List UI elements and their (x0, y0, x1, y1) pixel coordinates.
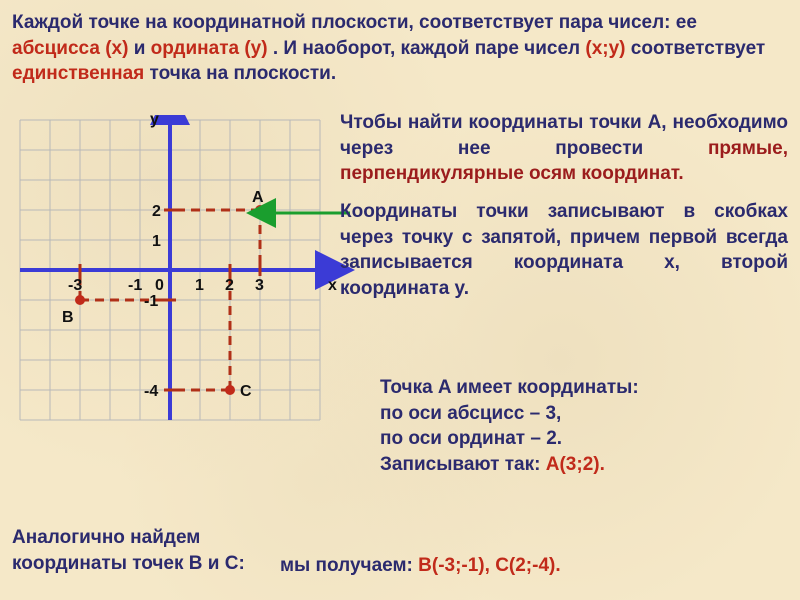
bl-l1: Аналогично найдем (12, 527, 200, 548)
svg-text:1: 1 (195, 277, 204, 294)
svg-text:-1: -1 (128, 277, 142, 294)
coord-l4b: A(3;2). (546, 454, 605, 475)
intro-pair: (x;y) (585, 38, 625, 59)
right-para-1: Чтобы найти координаты точки A, необходи… (340, 110, 788, 187)
intro-text-3: соответствует (631, 38, 765, 59)
svg-text:-1: -1 (144, 293, 158, 310)
coord-l4: Записывают так: A(3;2). (380, 452, 780, 478)
br-b: B(-3;-1), C(2;-4). (418, 555, 561, 576)
coord-l4a: Записывают так: (380, 454, 546, 475)
intro-text-4: точка на плоскости. (150, 63, 337, 84)
svg-text:0: 0 (155, 277, 164, 294)
svg-text:-4: -4 (144, 383, 158, 400)
intro-and: и (134, 38, 151, 59)
svg-text:-3: -3 (68, 277, 82, 294)
bottom-right-text: мы получаем: B(-3;-1), C(2;-4). (280, 555, 561, 577)
coord-l1: Точка A имеет координаты: (380, 375, 780, 401)
svg-text:C: C (240, 383, 252, 400)
intro-abscissa: абсцисса (x) (12, 38, 128, 59)
intro-unique: единственная (12, 63, 144, 84)
svg-text:B: B (62, 309, 74, 326)
svg-text:1: 1 (152, 233, 161, 250)
intro-text-2: . И наоборот, каждой паре чисел (273, 38, 586, 59)
svg-text:x: x (328, 277, 337, 294)
bottom-left-text: Аналогично найдем координаты точек B и C… (12, 525, 245, 576)
svg-text:A: A (252, 189, 264, 206)
coordinate-plane: -3-112312-1-40xyABC (15, 115, 325, 425)
svg-text:3: 3 (255, 277, 264, 294)
svg-text:y: y (150, 115, 159, 128)
intro-ordinate: ордината (y) (151, 38, 268, 59)
svg-text:2: 2 (225, 277, 234, 294)
br-a: мы получаем: (280, 555, 418, 576)
bl-l2: координаты точек B и C: (12, 553, 245, 574)
svg-text:2: 2 (152, 203, 161, 220)
coord-l3: по оси ординат – 2. (380, 426, 780, 452)
coord-example: Точка A имеет координаты: по оси абсцисс… (380, 375, 780, 478)
right-para-2: Координаты точки записывают в скобках че… (340, 199, 788, 302)
coord-l2: по оси абсцисс – 3, (380, 401, 780, 427)
intro-paragraph: Каждой точке на координатной плоскости, … (0, 0, 800, 87)
intro-text-1: Каждой точке на координатной плоскости, … (12, 12, 697, 33)
right-column: Чтобы найти координаты точки A, необходи… (340, 110, 788, 313)
